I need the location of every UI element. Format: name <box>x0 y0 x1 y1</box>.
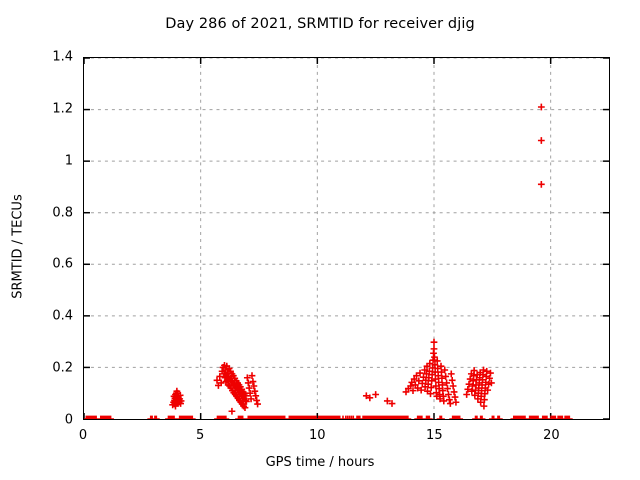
scatter-series-srmtid <box>84 103 573 419</box>
y-tick-label: 0.2 <box>52 360 73 376</box>
y-tick-label: 0.6 <box>52 256 73 272</box>
y-tick-label: 0 <box>64 412 73 428</box>
x-tick-label: 10 <box>308 428 326 443</box>
chart-title: Day 286 of 2021, SRMTID for receiver dji… <box>165 16 475 32</box>
x-tick-label: 20 <box>543 428 560 443</box>
x-tick-label: 0 <box>78 428 88 443</box>
x-tick-label: 5 <box>195 428 205 443</box>
y-tick-label: 0.4 <box>52 308 73 324</box>
y-tick-label: 1.4 <box>52 49 73 65</box>
y-tick-label: 1.2 <box>52 101 73 117</box>
y-tick-label: 0.8 <box>52 205 73 221</box>
gridlines <box>84 58 609 419</box>
y-tick-label: 1 <box>64 153 73 169</box>
x-tick-label: 15 <box>426 428 443 443</box>
x-axis-title: GPS time / hours <box>265 455 375 470</box>
plot-area <box>83 57 610 420</box>
